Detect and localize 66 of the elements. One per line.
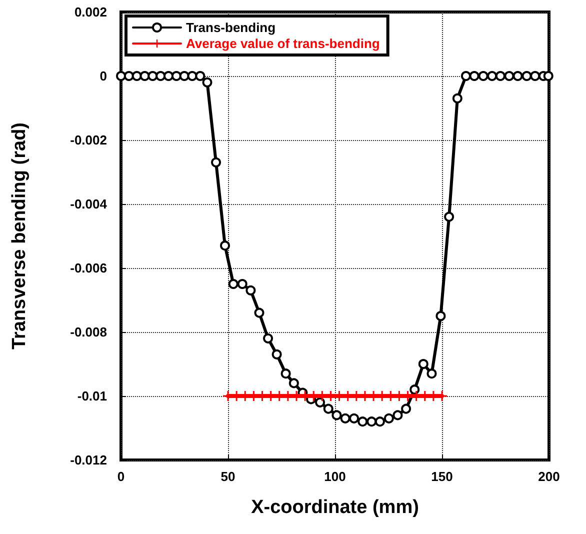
point [272, 349, 282, 360]
point [187, 71, 198, 81]
x-axis-title: X-coordinate (mm) [251, 497, 419, 518]
point [401, 404, 412, 414]
y-tick-label: 0.002 [74, 4, 107, 20]
y-tick-label: -0.012 [70, 452, 107, 468]
point [349, 413, 360, 424]
point [195, 71, 206, 81]
point [444, 212, 454, 222]
point [543, 71, 554, 81]
y-tick-label: -0.01 [77, 388, 107, 404]
point [358, 416, 368, 427]
point [332, 410, 342, 420]
point [315, 397, 326, 408]
y-tick-label: -0.004 [70, 196, 108, 212]
point [237, 279, 248, 289]
point [246, 285, 256, 296]
x-tick-label: 50 [220, 469, 236, 484]
point [426, 368, 437, 379]
point [228, 279, 238, 289]
point [436, 311, 446, 321]
y-tick-label: -0.008 [70, 324, 107, 340]
point [504, 71, 514, 81]
x-tick-label: 150 [431, 469, 453, 484]
point [522, 71, 532, 81]
point [512, 71, 523, 81]
point [280, 368, 291, 379]
point [392, 410, 403, 420]
point [469, 71, 480, 81]
point [374, 416, 385, 427]
point [156, 71, 166, 81]
point [202, 77, 212, 88]
point [460, 71, 471, 81]
point [452, 93, 462, 104]
y-axis-title: Transverse bending (rad) [9, 122, 30, 350]
point [288, 378, 299, 388]
x-tick-label: 0 [117, 469, 125, 484]
point [530, 71, 540, 81]
point [254, 308, 264, 318]
point [418, 359, 428, 369]
point [323, 404, 334, 414]
point [116, 71, 126, 81]
point [140, 71, 150, 81]
point [340, 413, 350, 424]
point [164, 71, 174, 81]
y-tick-label: -0.006 [70, 260, 107, 276]
point [132, 71, 142, 81]
point [478, 71, 488, 81]
point [410, 384, 420, 395]
point [220, 240, 230, 251]
x-tick-label: 200 [538, 469, 560, 484]
x-tick-label: 100 [324, 469, 346, 484]
point [384, 413, 394, 424]
y-tick-label: -0.002 [70, 132, 107, 148]
point [263, 333, 274, 344]
point [124, 71, 134, 81]
y-tick-label: 0 [100, 68, 107, 84]
legend-label: Trans-bending [186, 20, 276, 35]
point [179, 71, 190, 81]
point [171, 71, 182, 81]
point [495, 71, 506, 81]
point [148, 71, 158, 81]
point [366, 416, 377, 427]
legend-label: Average value of trans-bending [186, 36, 380, 51]
point [211, 157, 222, 168]
point [487, 71, 498, 81]
